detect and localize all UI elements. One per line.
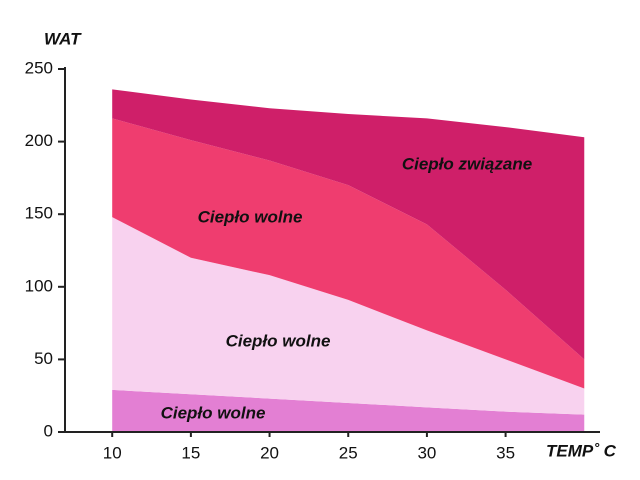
y-tick-label: 250 — [25, 58, 53, 77]
x-tick-label: 35 — [496, 443, 515, 462]
area-label: Ciepło wolne — [198, 207, 303, 226]
areas — [112, 89, 585, 432]
x-tick-label: 25 — [339, 443, 358, 462]
x-tick-label: 10 — [103, 443, 122, 462]
area — [112, 118, 585, 389]
x-tick-label: 30 — [417, 443, 436, 462]
x-tick-label: 15 — [181, 443, 200, 462]
area-label: Ciepło związane — [402, 154, 532, 173]
y-tick-label: 0 — [44, 421, 53, 440]
area — [112, 389, 585, 432]
area-label: Ciepło wolne — [161, 403, 266, 422]
x-axis-label: TEMP˚ C — [546, 441, 617, 460]
y-tick-label: 100 — [25, 276, 53, 295]
area — [112, 217, 585, 415]
y-tick-label: 150 — [25, 204, 53, 223]
area — [112, 89, 585, 360]
area-label: Ciepło wolne — [226, 331, 331, 350]
x-tick-label: 20 — [260, 443, 279, 462]
y-tick-label: 50 — [34, 349, 53, 368]
y-tick-label: 200 — [25, 131, 53, 150]
y-axis-label: WAT — [44, 29, 82, 48]
